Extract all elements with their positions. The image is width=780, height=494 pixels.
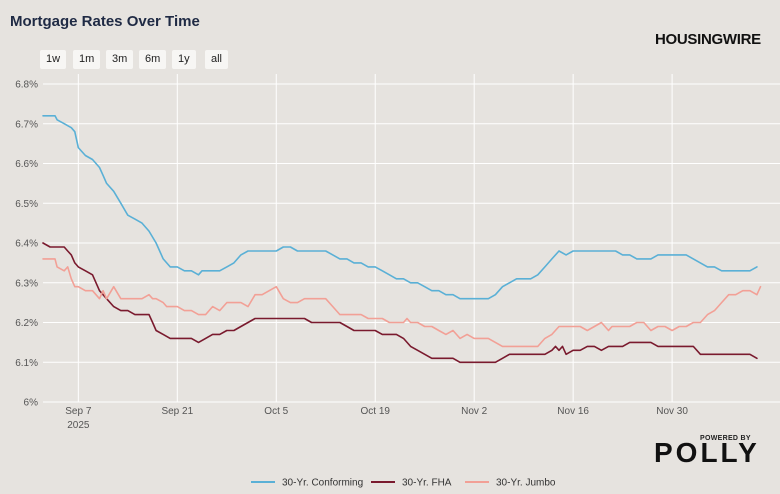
series-lines (42, 115, 762, 364)
range-button-all[interactable]: all (205, 50, 229, 69)
y-tick-label: 6.8% (15, 80, 38, 91)
range-button-3m[interactable]: 3m (106, 50, 134, 69)
y-axis: 6% 6.1% 6.2% 6.3% 6.4% 6.5% 6.6% 6.7% 6.8% (15, 80, 38, 409)
series-line-30-yr-conforming[interactable] (42, 115, 758, 300)
x-tick-label: Nov 2 (461, 406, 488, 417)
x-axis: Sep 7 2025 Sep 21 Oct 5 Oct 19 Nov 2 Nov 16 Nov… (65, 406, 688, 431)
x-tick-label: Oct 19 (360, 406, 390, 417)
y-tick-label: 6.6% (15, 159, 38, 170)
legend-item-label[interactable]: 30-Yr. Conforming (282, 478, 363, 489)
y-tick-label: 6.2% (15, 318, 38, 329)
powered-by-label: POWERED BY (700, 435, 751, 442)
y-tick-label: 6.1% (15, 358, 38, 369)
x-tick-sublabel: 2025 (67, 420, 90, 431)
series-line-30-yr-jumbo[interactable] (42, 258, 762, 348)
y-tick-label: 6.3% (15, 278, 38, 289)
range-button-6m[interactable]: 6m (139, 50, 167, 69)
range-button-1w[interactable]: 1w (40, 50, 67, 69)
range-button-1m[interactable]: 1m (73, 50, 101, 69)
y-tick-label: 6.4% (15, 239, 38, 250)
x-tick-label: Sep 21 (161, 406, 193, 417)
x-tick-label: Nov 30 (656, 406, 688, 417)
y-tick-label: 6.5% (15, 199, 38, 210)
range-button-1y[interactable]: 1y (172, 50, 196, 69)
legend-item-label[interactable]: 30-Yr. Jumbo (496, 478, 556, 489)
y-tick-label: 6% (24, 398, 39, 409)
series-line-30-yr-fha[interactable] (42, 242, 758, 364)
polly-logo: POLLY (654, 437, 760, 468)
x-tick-label: Oct 5 (264, 406, 288, 417)
chart-legend: 30-Yr. Conforming 30-Yr. FHA 30-Yr. Jumbo (251, 478, 556, 489)
legend-item-label[interactable]: 30-Yr. FHA (402, 478, 452, 489)
housingwire-logo: HOUSINGWIRE (655, 31, 761, 48)
chart-title: Mortgage Rates Over Time (10, 13, 200, 30)
x-tick-label: Sep 7 (65, 406, 92, 417)
x-tick-label: Nov 16 (557, 406, 589, 417)
y-tick-label: 6.7% (15, 119, 38, 130)
